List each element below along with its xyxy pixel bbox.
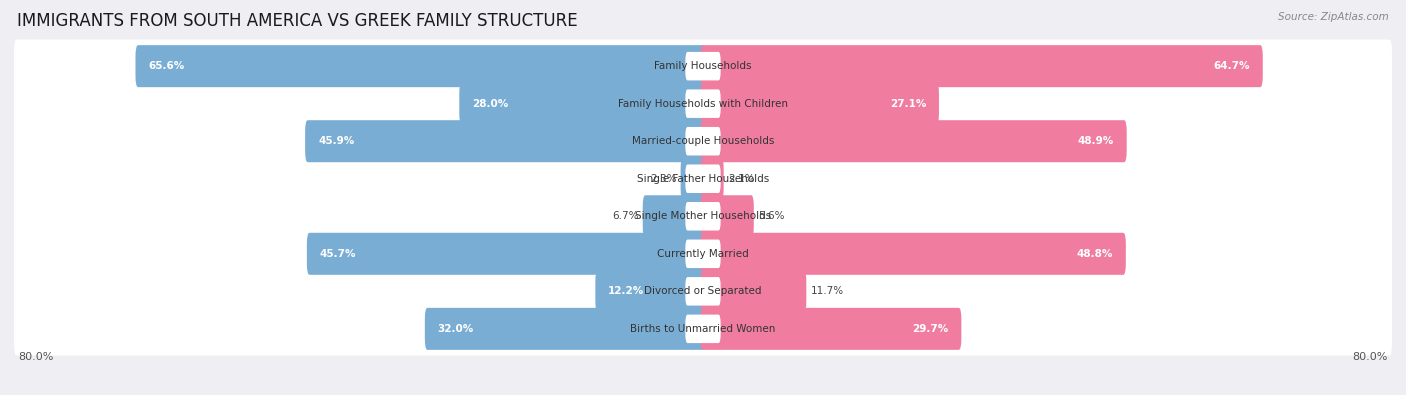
FancyBboxPatch shape: [700, 45, 1263, 87]
Text: 6.7%: 6.7%: [612, 211, 638, 221]
Text: IMMIGRANTS FROM SOUTH AMERICA VS GREEK FAMILY STRUCTURE: IMMIGRANTS FROM SOUTH AMERICA VS GREEK F…: [17, 12, 578, 30]
Text: 12.2%: 12.2%: [609, 286, 644, 296]
FancyBboxPatch shape: [14, 77, 1392, 130]
FancyBboxPatch shape: [14, 265, 1392, 318]
Text: Births to Unmarried Women: Births to Unmarried Women: [630, 324, 776, 334]
Text: Married-couple Households: Married-couple Households: [631, 136, 775, 146]
Text: 28.0%: 28.0%: [472, 99, 509, 109]
FancyBboxPatch shape: [700, 270, 807, 312]
FancyBboxPatch shape: [685, 89, 721, 118]
FancyBboxPatch shape: [700, 233, 1126, 275]
Text: Family Households: Family Households: [654, 61, 752, 71]
Text: 11.7%: 11.7%: [811, 286, 844, 296]
FancyBboxPatch shape: [685, 127, 721, 156]
FancyBboxPatch shape: [643, 195, 706, 237]
FancyBboxPatch shape: [307, 233, 706, 275]
FancyBboxPatch shape: [700, 158, 724, 200]
FancyBboxPatch shape: [305, 120, 706, 162]
Text: 2.1%: 2.1%: [728, 174, 755, 184]
FancyBboxPatch shape: [14, 302, 1392, 356]
FancyBboxPatch shape: [700, 120, 1126, 162]
FancyBboxPatch shape: [700, 195, 754, 237]
FancyBboxPatch shape: [14, 227, 1392, 280]
FancyBboxPatch shape: [425, 308, 706, 350]
FancyBboxPatch shape: [14, 40, 1392, 93]
Text: 64.7%: 64.7%: [1213, 61, 1250, 71]
FancyBboxPatch shape: [135, 45, 706, 87]
Text: 65.6%: 65.6%: [149, 61, 184, 71]
FancyBboxPatch shape: [685, 314, 721, 343]
FancyBboxPatch shape: [14, 152, 1392, 205]
Text: 45.9%: 45.9%: [318, 136, 354, 146]
Text: Family Households with Children: Family Households with Children: [619, 99, 787, 109]
FancyBboxPatch shape: [460, 83, 706, 125]
FancyBboxPatch shape: [700, 308, 962, 350]
FancyBboxPatch shape: [595, 270, 706, 312]
Text: 80.0%: 80.0%: [18, 352, 53, 362]
Text: Single Father Households: Single Father Households: [637, 174, 769, 184]
Text: 32.0%: 32.0%: [437, 324, 474, 334]
FancyBboxPatch shape: [685, 277, 721, 306]
FancyBboxPatch shape: [14, 115, 1392, 168]
FancyBboxPatch shape: [14, 190, 1392, 243]
FancyBboxPatch shape: [681, 158, 706, 200]
Text: 2.3%: 2.3%: [650, 174, 676, 184]
Text: Source: ZipAtlas.com: Source: ZipAtlas.com: [1278, 12, 1389, 22]
Text: 48.9%: 48.9%: [1077, 136, 1114, 146]
FancyBboxPatch shape: [700, 83, 939, 125]
Text: Single Mother Households: Single Mother Households: [636, 211, 770, 221]
Text: 29.7%: 29.7%: [912, 324, 949, 334]
Text: 27.1%: 27.1%: [890, 99, 927, 109]
Text: Currently Married: Currently Married: [657, 249, 749, 259]
Text: 5.6%: 5.6%: [758, 211, 785, 221]
Text: 80.0%: 80.0%: [1353, 352, 1388, 362]
FancyBboxPatch shape: [685, 52, 721, 81]
FancyBboxPatch shape: [685, 239, 721, 268]
Text: 45.7%: 45.7%: [319, 249, 356, 259]
FancyBboxPatch shape: [685, 202, 721, 231]
Text: Divorced or Separated: Divorced or Separated: [644, 286, 762, 296]
Text: 48.8%: 48.8%: [1077, 249, 1114, 259]
FancyBboxPatch shape: [685, 164, 721, 193]
